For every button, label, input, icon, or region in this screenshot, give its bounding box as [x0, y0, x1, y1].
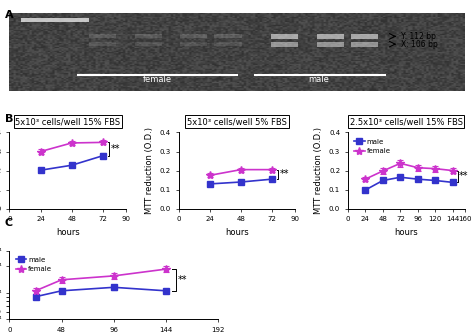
Text: female: female — [143, 75, 172, 84]
Bar — [135, 35, 162, 38]
Bar — [351, 42, 378, 47]
Text: **: ** — [459, 171, 468, 181]
Text: B: B — [5, 114, 13, 124]
X-axis label: hours: hours — [225, 228, 249, 237]
Text: male: male — [309, 75, 329, 84]
Title: 2.5x10³ cells/well 15% FBS: 2.5x10³ cells/well 15% FBS — [350, 117, 463, 126]
Bar — [214, 35, 242, 38]
Bar — [89, 35, 117, 38]
Y-axis label: MTT reduction (O.D.): MTT reduction (O.D.) — [314, 127, 323, 214]
Text: A: A — [5, 10, 13, 20]
Title: 5x10³ cells/well 15% FBS: 5x10³ cells/well 15% FBS — [15, 117, 120, 126]
Bar — [180, 42, 208, 46]
X-axis label: hours: hours — [56, 228, 80, 237]
Bar — [135, 42, 162, 46]
Legend: male, female: male, female — [13, 254, 55, 275]
Bar — [180, 35, 208, 38]
Bar — [317, 34, 344, 39]
Text: **: ** — [280, 169, 289, 179]
Bar — [89, 42, 117, 46]
X-axis label: hours: hours — [394, 228, 418, 237]
Text: C: C — [5, 218, 13, 228]
Bar — [271, 42, 299, 47]
Text: Y: 112 bp: Y: 112 bp — [401, 32, 436, 41]
Y-axis label: MTT reduction (O.D.): MTT reduction (O.D.) — [145, 127, 154, 214]
Text: **: ** — [110, 144, 120, 154]
Text: **: ** — [178, 275, 187, 285]
Bar — [317, 42, 344, 47]
Legend: male, female: male, female — [351, 136, 393, 157]
Bar — [21, 18, 89, 22]
Bar — [214, 42, 242, 46]
Title: 5x10³ cells/well 5% FBS: 5x10³ cells/well 5% FBS — [187, 117, 287, 126]
Text: X: 106 bp: X: 106 bp — [401, 40, 438, 49]
Bar — [271, 34, 299, 39]
Bar — [351, 34, 378, 39]
